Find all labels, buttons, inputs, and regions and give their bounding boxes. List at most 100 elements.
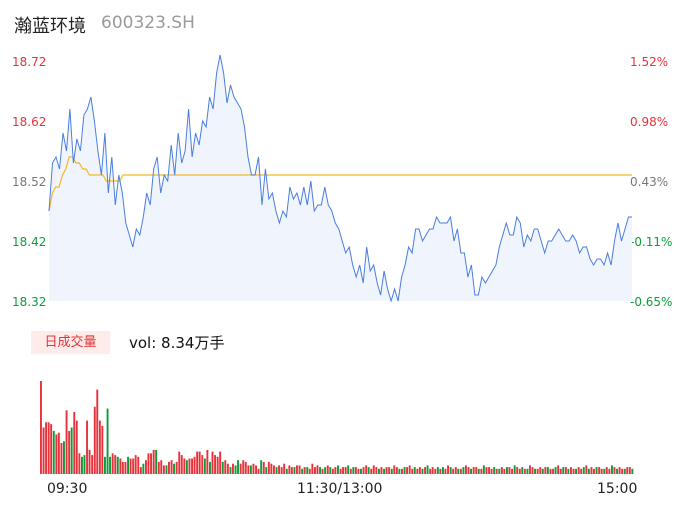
pct-tick-label: -0.65% xyxy=(630,295,673,309)
volume-bar xyxy=(121,461,124,474)
volume-bar xyxy=(42,427,45,474)
volume-bar xyxy=(114,455,117,474)
volume-bar xyxy=(595,467,598,474)
volume-tab[interactable]: 日成交量 xyxy=(31,331,110,354)
volume-bar xyxy=(342,467,345,474)
volume-bar xyxy=(529,465,531,474)
volume-bar xyxy=(559,468,562,474)
volume-bar xyxy=(142,463,145,474)
volume-bar xyxy=(139,467,142,474)
volume-bar xyxy=(531,467,534,474)
volume-bar xyxy=(301,468,304,474)
volume-bar xyxy=(459,468,462,474)
volume-readout: vol: 8.34万手 xyxy=(129,334,225,352)
volume-bar xyxy=(185,460,188,474)
volume-bar xyxy=(352,467,355,474)
volume-bar xyxy=(111,453,114,474)
volume-bar xyxy=(367,467,370,474)
volume-bar xyxy=(119,458,122,474)
volume-bar xyxy=(216,456,219,474)
volume-bar xyxy=(549,468,552,474)
volume-bar xyxy=(575,468,578,474)
volume-bar xyxy=(590,467,593,474)
volume-bar xyxy=(91,455,94,474)
volume-bar xyxy=(160,460,163,474)
price-line xyxy=(48,54,632,303)
volume-bar xyxy=(564,467,567,474)
volume-bar xyxy=(375,467,378,474)
volume-bar xyxy=(101,425,104,474)
pct-tick-label: 1.52% xyxy=(630,55,669,69)
volume-bar xyxy=(306,467,309,474)
volume-bar xyxy=(370,468,373,474)
volume-bar xyxy=(554,467,557,474)
volume-bar xyxy=(203,458,206,474)
price-tick-label: 18.52 xyxy=(12,175,47,189)
volume-bar xyxy=(347,465,350,474)
volume-bar xyxy=(260,460,263,474)
volume-bar xyxy=(65,410,68,474)
volume-bar xyxy=(104,456,106,474)
volume-bar xyxy=(426,465,429,474)
volume-bar xyxy=(93,406,96,474)
volume-bar xyxy=(516,467,519,474)
volume-bar xyxy=(224,460,227,474)
volume-bar xyxy=(226,463,229,474)
volume-bar xyxy=(488,467,491,474)
volume-bar xyxy=(129,458,132,474)
volume-bar xyxy=(408,465,411,474)
volume-bar xyxy=(552,468,555,474)
volume-bar xyxy=(221,461,224,474)
volume-bar xyxy=(249,465,252,474)
volume-bar xyxy=(308,468,311,474)
volume-bar xyxy=(605,467,608,474)
volume-bar xyxy=(378,468,380,474)
volume-bar xyxy=(508,467,511,474)
volume-bar xyxy=(544,467,547,474)
volume-bar xyxy=(262,461,265,474)
volume-bar xyxy=(380,467,383,474)
volume-bar xyxy=(398,468,401,474)
volume-bar xyxy=(152,449,155,474)
volume-bar xyxy=(623,468,626,474)
volume-bar xyxy=(198,451,201,474)
volume-bar xyxy=(631,468,634,474)
volume-bar xyxy=(495,468,498,474)
volume-bar xyxy=(500,467,503,474)
volume-bar xyxy=(390,468,393,474)
volume-bar xyxy=(314,467,316,474)
volume-bar xyxy=(201,455,204,474)
volume-bar xyxy=(98,420,101,474)
volume-bar xyxy=(247,465,250,474)
volume-bar xyxy=(278,465,281,474)
volume-bar xyxy=(436,467,439,474)
volume-bar xyxy=(539,467,542,474)
volume-bar xyxy=(290,467,293,474)
volume-bar xyxy=(498,468,501,474)
time-label-open: 09:30 xyxy=(47,481,88,497)
volume-bar xyxy=(73,412,76,474)
volume-bar xyxy=(360,468,362,474)
volume-bar xyxy=(165,465,168,474)
volume-bar xyxy=(546,467,549,474)
volume-bar xyxy=(431,467,434,474)
pct-tick-label: 0.43% xyxy=(630,175,669,189)
volume-bar xyxy=(337,465,339,474)
volume-bar xyxy=(618,467,621,474)
pct-tick-label: -0.11% xyxy=(630,235,673,249)
volume-bar xyxy=(421,468,424,474)
volume-bar xyxy=(285,468,288,474)
volume-bar xyxy=(193,456,196,474)
volume-bar xyxy=(232,463,234,474)
volume-bar xyxy=(127,456,130,474)
volume-bar xyxy=(429,468,432,474)
volume-bar xyxy=(283,463,286,474)
volume-bar xyxy=(60,443,63,474)
volume-bar xyxy=(475,467,478,474)
volume-bar xyxy=(613,467,616,474)
stock-code: 600323.SH xyxy=(101,13,195,33)
volume-bar xyxy=(480,468,483,474)
volume-bar xyxy=(385,467,388,474)
volume-bar xyxy=(196,451,199,474)
